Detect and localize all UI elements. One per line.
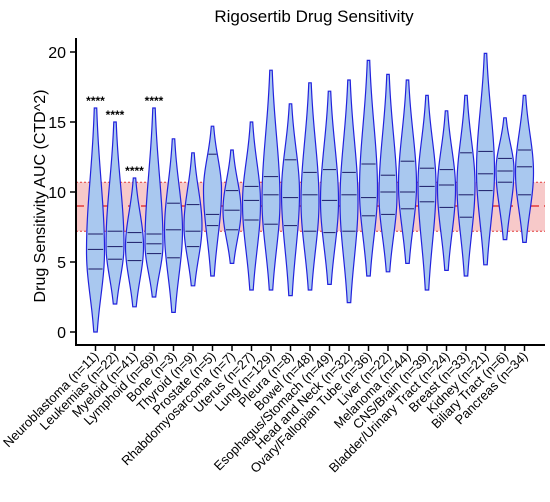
y-tick-label: 15	[48, 115, 66, 132]
violin-7	[222, 149, 242, 264]
significance-annotation: ****	[86, 94, 105, 108]
violin-17	[417, 94, 437, 291]
violin-19	[456, 94, 476, 277]
y-tick-label: 20	[48, 45, 66, 62]
violin-4	[163, 138, 184, 313]
violin-0	[85, 107, 106, 333]
violin-5	[183, 152, 203, 287]
violin-9	[261, 69, 281, 291]
violin-22	[514, 94, 535, 243]
violin-12	[319, 90, 340, 285]
significance-annotation: ****	[145, 94, 164, 108]
violin-3	[144, 107, 164, 298]
violin-10	[280, 103, 301, 297]
y-tick-label: 0	[57, 325, 66, 342]
violin-14	[358, 59, 379, 277]
violin-21	[495, 117, 515, 241]
category-labels: Neuroblastoma (n=11)Leukemias (n=22)Myel…	[0, 349, 531, 476]
violin-8	[241, 121, 262, 291]
significance-annotation: ****	[106, 108, 125, 122]
violin-16	[397, 79, 418, 264]
violin-15	[378, 73, 398, 273]
significance-annotation: ****	[125, 164, 144, 178]
violins: ****************	[85, 52, 535, 333]
y-tick-label: 10	[48, 185, 66, 202]
violin-1	[105, 121, 125, 305]
violin-13	[339, 79, 359, 304]
violin-6	[202, 125, 223, 277]
axes: 0 5 10 15 20	[48, 38, 545, 351]
y-tick-label: 5	[57, 255, 66, 272]
violin-18	[436, 110, 457, 271]
violin-20	[475, 52, 496, 266]
chart-title: Rigosertib Drug Sensitivity	[214, 7, 414, 26]
y-axis-label: Drug Sensitivity AUC (CTD^2)	[32, 90, 49, 303]
violin-11	[300, 82, 320, 291]
